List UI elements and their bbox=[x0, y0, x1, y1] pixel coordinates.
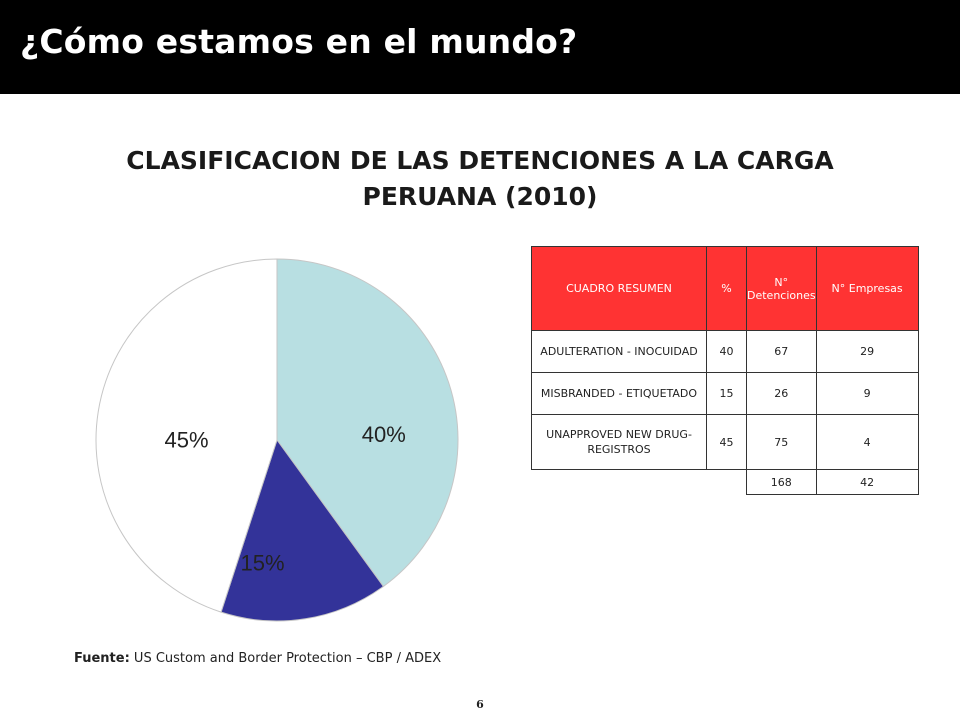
row-empresas: 4 bbox=[815, 414, 919, 470]
row-description: UNAPPROVED NEW DRUG- REGISTROS bbox=[531, 414, 707, 470]
total-blank-cell bbox=[532, 470, 707, 495]
table-total-row: 168 42 bbox=[532, 469, 919, 495]
page-number: 6 bbox=[476, 698, 484, 711]
row-percent: 40 bbox=[706, 330, 747, 373]
header-bar: ¿Cómo estamos en el mundo? bbox=[0, 0, 960, 94]
header-empresas: N° Empresas bbox=[815, 246, 919, 331]
summary-table: CUADRO RESUMEN % N° Detenciones N° Empre… bbox=[531, 246, 919, 495]
row-detenciones: 75 bbox=[746, 414, 817, 470]
source-text: US Custom and Border Protection – CBP / … bbox=[129, 651, 442, 666]
pie-chart: 40% 15% 45% bbox=[95, 258, 459, 622]
total-blank-cell bbox=[707, 470, 747, 495]
row-description: ADULTERATION - INOCUIDAD bbox=[531, 330, 707, 373]
row-description: MISBRANDED - ETIQUETADO bbox=[531, 372, 707, 415]
row-detenciones: 67 bbox=[746, 330, 817, 373]
table-row: ADULTERATION - INOCUIDAD 40 67 29 bbox=[531, 330, 919, 373]
row-percent: 45 bbox=[706, 414, 747, 470]
pie-slice bbox=[276, 258, 459, 588]
total-detenciones: 168 bbox=[746, 469, 817, 495]
table-header-row: CUADRO RESUMEN % N° Detenciones N° Empre… bbox=[531, 246, 919, 331]
source-note: Fuente: US Custom and Border Protection … bbox=[74, 651, 441, 666]
row-empresas: 9 bbox=[815, 372, 919, 415]
pie-slice-label: 40% bbox=[362, 422, 406, 447]
pie-slice-label: 15% bbox=[240, 551, 284, 576]
header-detenciones: N° Detenciones bbox=[746, 246, 817, 331]
table-row: UNAPPROVED NEW DRUG- REGISTROS 45 75 4 bbox=[531, 414, 919, 470]
pie-slice bbox=[95, 258, 278, 613]
source-label: Fuente: bbox=[74, 651, 130, 666]
header-percent: % bbox=[706, 246, 747, 331]
row-percent: 15 bbox=[706, 372, 747, 415]
table-row: MISBRANDED - ETIQUETADO 15 26 9 bbox=[531, 372, 919, 415]
row-detenciones: 26 bbox=[746, 372, 817, 415]
pie-slice-label: 45% bbox=[164, 428, 208, 453]
total-empresas: 42 bbox=[815, 469, 919, 495]
header-cuadro-resumen: CUADRO RESUMEN bbox=[531, 246, 707, 331]
slide-title: ¿Cómo estamos en el mundo? bbox=[20, 22, 578, 61]
chart-title: CLASIFICACION DE LAS DETENCIONES A LA CA… bbox=[126, 146, 834, 211]
row-empresas: 29 bbox=[815, 330, 919, 373]
pie-slice bbox=[220, 438, 385, 622]
